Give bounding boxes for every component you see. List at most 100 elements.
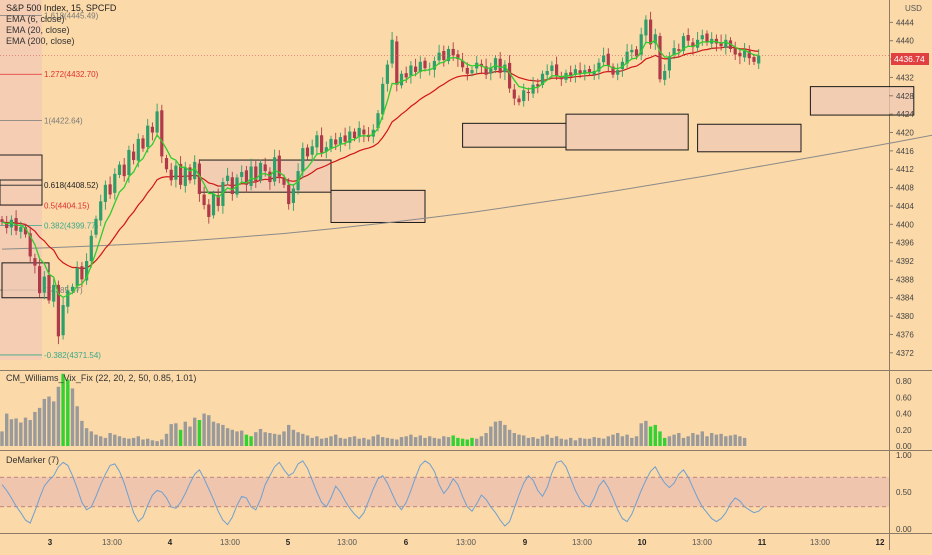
vix-bar [616, 433, 620, 446]
candle-body [606, 53, 610, 66]
candle-body [38, 266, 42, 294]
vix-bar [277, 434, 281, 446]
candle-body [442, 50, 446, 60]
candle-body [747, 50, 751, 59]
vix-bar [80, 420, 84, 446]
candle-body [371, 129, 375, 137]
candle-body [743, 50, 747, 58]
vix-bar [52, 401, 56, 446]
vix-bar [738, 436, 742, 446]
time-axis[interactable]: 3 13:00 4 13:00 5 13:00 6 13:00 9 13:00 10 13:00 11 1… [48, 538, 885, 547]
vix-bar [70, 388, 75, 446]
vix-bar [268, 433, 272, 446]
candle-body [75, 267, 79, 287]
candle-body [268, 171, 272, 183]
ema20-path [1, 46, 759, 270]
vix-bar [352, 436, 357, 446]
legend-ema200: EMA (200, close) [6, 36, 75, 46]
fib-level-label: 0.5(4404.15) [44, 201, 90, 210]
vix-bar [146, 438, 150, 446]
vix-bar [122, 437, 126, 446]
candle-body [338, 137, 342, 144]
vix-bar [578, 437, 582, 446]
candle-body [127, 149, 131, 176]
ema200-path [1, 134, 932, 250]
vix-bar [714, 434, 719, 446]
vix-bar [536, 438, 540, 446]
candle-body [503, 64, 507, 73]
candle-body [526, 91, 530, 94]
candle-body [705, 33, 709, 43]
candle-body [183, 167, 187, 186]
candle-body [277, 155, 281, 177]
vix-bar [183, 421, 187, 446]
candle-body [630, 49, 634, 53]
vix-bar [127, 438, 131, 446]
vix-bar [169, 424, 173, 446]
vix-bar [263, 432, 267, 446]
candle-body [0, 219, 4, 223]
vix-bar [597, 437, 601, 446]
vix-bar [390, 438, 394, 446]
vix-bar [324, 437, 328, 446]
vix-bar [601, 438, 606, 446]
vix-bar [178, 429, 183, 446]
vix-bar [475, 438, 479, 446]
candle-body [226, 175, 230, 181]
candle-body [305, 147, 310, 157]
vix-bar [719, 433, 723, 446]
vix-bar [84, 428, 89, 446]
vix-bar [0, 431, 4, 446]
fib-level-label: 0.618(4408.52) [44, 181, 99, 190]
vix-tick-label: 0.20 [896, 426, 912, 435]
vix-scale[interactable]: 0.80 0.60 0.40 0.20 0.00 [896, 377, 912, 451]
candle-body [174, 165, 178, 180]
candle-body [639, 34, 643, 55]
candle-body [334, 139, 338, 145]
vix-bar [587, 438, 592, 446]
candle-body [602, 55, 606, 63]
candle-body [99, 201, 103, 221]
candle-body [42, 276, 46, 293]
fib-level-label: 0.382(4399.77) [44, 221, 99, 230]
vix-bar [399, 437, 404, 446]
vix-bar [569, 437, 573, 446]
candle-body [221, 182, 225, 206]
demarker-scale[interactable]: 1.00 0.50 0.00 [896, 451, 912, 534]
vix-bar [305, 435, 310, 446]
vix-bar [724, 436, 728, 446]
demarker-tick-label: 1.00 [896, 451, 912, 460]
vix-bar [437, 438, 441, 446]
vix-bar [348, 437, 352, 446]
vix-bar [634, 436, 639, 446]
candle-body [202, 194, 206, 206]
vix-bar [644, 420, 648, 446]
vix-bar [211, 421, 216, 446]
time-tick-label: 13:00 [572, 538, 593, 547]
candle-body [150, 126, 154, 133]
candle-body [616, 70, 620, 75]
candle-body [451, 48, 455, 56]
vix-bar [136, 436, 140, 446]
candle-body [94, 218, 98, 235]
time-tick-label: 12 [876, 538, 885, 547]
vix-bar [498, 420, 502, 446]
vix-bar [160, 439, 164, 446]
vix-bar [625, 434, 629, 446]
candle-body [19, 227, 23, 232]
candle-body [508, 62, 512, 89]
vix-bar [663, 437, 667, 446]
price-tick-label: 4412 [896, 165, 914, 174]
price-tick-label: 4388 [896, 275, 914, 284]
vix-bar [418, 435, 422, 446]
vix-bar [155, 441, 159, 446]
time-tick-label: 9 [523, 538, 528, 547]
vix-bar [108, 433, 112, 446]
vix-bar [19, 422, 23, 446]
candle-body [240, 171, 244, 177]
vix-bar [456, 437, 460, 446]
candle-body [540, 73, 545, 85]
candle-body [141, 138, 145, 149]
vix-tick-label: 0.80 [896, 377, 912, 386]
